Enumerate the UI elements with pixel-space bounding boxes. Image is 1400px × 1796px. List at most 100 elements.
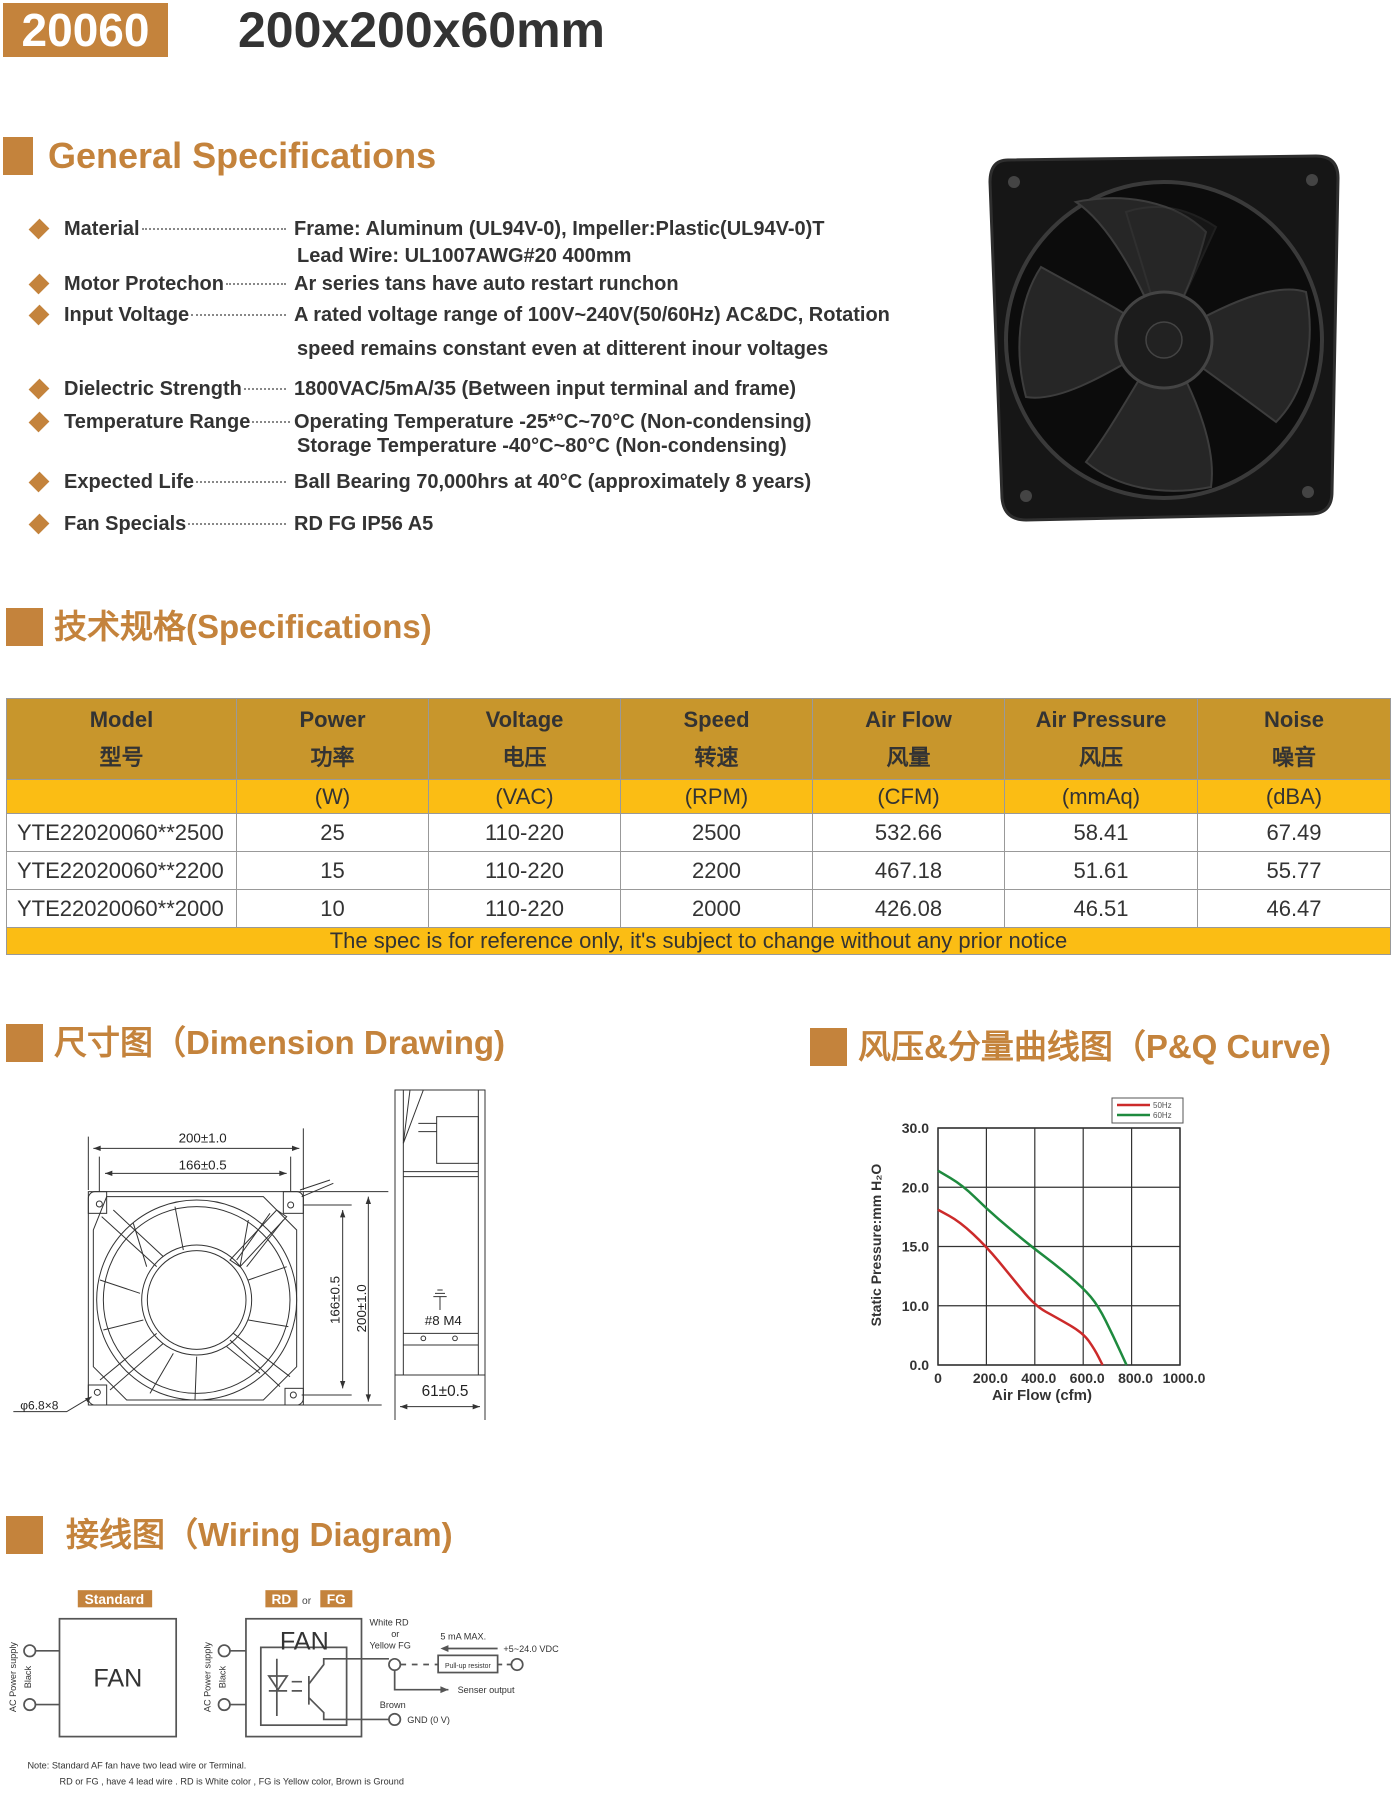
column-header-en: Noise [1264,707,1324,732]
spec-label: Input Voltage [64,304,190,326]
table-cell: 58.41 [1004,813,1198,852]
legend-label: 60Hz [1153,1111,1172,1120]
hole-height-label: 166±0.5 [327,1276,342,1324]
white-rd-label: White RD [369,1618,409,1628]
leader-dots [196,481,286,483]
spec-item: Expected Life [0,469,960,495]
spec-value: Storage Temperature -40°C~80°C (Non-cond… [297,435,787,457]
x-tick-label: 800.0 [1118,1370,1153,1386]
diamond-bullet-icon [28,471,50,493]
pq-curve-chart: 0 200.0 400.0 600.0 800.0 1000.0 0.0 10.0 15.0 20… [868,1097,1206,1404]
table-cell: 426.08 [812,889,1005,928]
table-cell: 15 [236,851,429,890]
spec-item: Fan Specials [0,511,960,537]
table-cell: YTE22020060**2000 [6,889,237,928]
spec-item: Input Voltage [0,302,960,328]
pullup-resistor-label: Pull-up resistor [445,1663,491,1670]
column-unit: (VAC) [428,779,621,814]
outer-height-label: 200±1.0 [354,1284,369,1332]
fg-tag [320,1590,353,1608]
leader-dots [191,314,286,316]
diamond-bullet-icon [28,513,50,535]
table-cell: 110-220 [428,851,621,890]
column-header-cn: 功率 [310,745,355,770]
standard-fan-label: FAN [93,1664,142,1692]
column-unit: (W) [236,779,429,814]
standard-label: Standard [85,1592,144,1607]
yellow-fg-label: Yellow FG [369,1641,410,1651]
spec-value: A rated voltage range of 100V~240V(50/60… [294,304,890,326]
column-unit: (mmAq) [1004,779,1198,814]
spec-value: Operating Temperature -25*°C~70°C (Non-c… [294,411,812,433]
specifications-table: Model 型号 Power 功率 Voltage 电压 Speed 转速 Air Flow 风量… [6,698,1391,955]
spec-value: 1800VAC/5mA/35 (Between input terminal a… [294,378,796,400]
column-unit: (RPM) [620,779,813,814]
table-cell: 110-220 [428,813,621,852]
spec-item: Temperature Range [0,409,960,435]
leader-dots [252,421,290,423]
diamond-bullet-icon [28,378,50,400]
spec-label: Dielectric Strength [64,378,242,400]
spec-label: Temperature Range [64,411,251,433]
spec-value: Lead Wire: UL1007AWG#20 400mm [297,245,632,267]
column-header-cn: 风压 [1078,745,1123,770]
rd-tag [265,1590,298,1608]
table-cell: 2000 [620,889,813,928]
hole-width-label: 166±0.5 [179,1157,227,1172]
section-marker [6,1024,43,1062]
rdfg-fan-label: FAN [280,1628,329,1656]
column-header-en: Air Pressure [1035,707,1167,732]
table-cell: 10 [236,889,429,928]
or-small-label: or [391,1629,399,1639]
column-header-cn: 型号 [99,745,144,770]
table-cell: 467.18 [812,851,1005,890]
column-header-en: Power [299,707,366,732]
leader-dots [142,228,286,230]
vdc-label: +5~24.0 VDC [503,1644,559,1654]
spec-value: Ar series tans have auto restart runchon [294,273,679,295]
column-header: Air Flow 风量 [812,698,1005,780]
x-tick-label: 0 [934,1370,942,1386]
table-cell: 2500 [620,813,813,852]
ac-supply-label: AC Power supply [8,1642,18,1713]
page-title: 200x200x60mm [238,2,605,58]
diamond-bullet-icon [28,218,50,240]
mounting-holes-label: φ6.8×8 [20,1398,58,1412]
table-unit-row: (W) (VAC) (RPM) (CFM) (mmAq) (dBA) [6,779,1391,814]
wiring-note-2: RD or FG , have 4 lead wire . RD is Whit… [59,1777,403,1787]
dimension-drawing: 200±1.0 166±0.5 166±0.5 200±1.0 φ6.8×8 #… [13,1089,486,1420]
column-header-cn: 转速 [694,745,739,770]
curve-60hz [937,1169,1128,1366]
table-cell: 67.49 [1197,813,1391,852]
table-cell: 110-220 [428,889,621,928]
table-header-row: Model 型号 Power 功率 Voltage 电压 Speed 转速 Air Flow 风量… [6,698,1391,780]
y-tick-label: 15.0 [902,1239,929,1255]
column-header-en: Speed [683,707,750,732]
column-header-cn: 电压 [502,745,547,770]
spec-item: Material [0,216,960,242]
spec-label: Fan Specials [64,513,187,535]
section-marker [810,1028,847,1066]
table-cell: 2200 [620,851,813,890]
leader-dots [226,283,286,285]
model-badge: 20060 [3,3,168,57]
spec-label: Material [64,218,140,240]
rd-label: RD [271,1592,291,1607]
fg-label: FG [327,1592,346,1607]
y-axis-label: Static Pressure:mm H₂O [868,1164,884,1327]
gnd-label: GND (0 V) [407,1715,450,1725]
column-header-en: Air Flow [865,707,952,732]
column-header-cn: 噪音 [1271,745,1316,770]
column-unit [6,779,237,814]
column-header: Noise 噪音 [1197,698,1391,780]
table-cell: 46.51 [1004,889,1198,928]
spec-value: Frame: Aluminum (UL94V-0), Impeller:Plas… [294,218,825,240]
section-marker [6,1516,43,1554]
column-header: Speed 转速 [620,698,813,780]
spec-value: Ball Bearing 70,000hrs at 40°C (approxim… [294,471,812,493]
diamond-bullet-icon [28,304,50,326]
table-cell: 532.66 [812,813,1005,852]
table-row: YTE22020060**2200 15 110-220 2200 467.18 51.6… [6,851,1391,890]
current-label: 5 mA MAX. [440,1631,486,1641]
